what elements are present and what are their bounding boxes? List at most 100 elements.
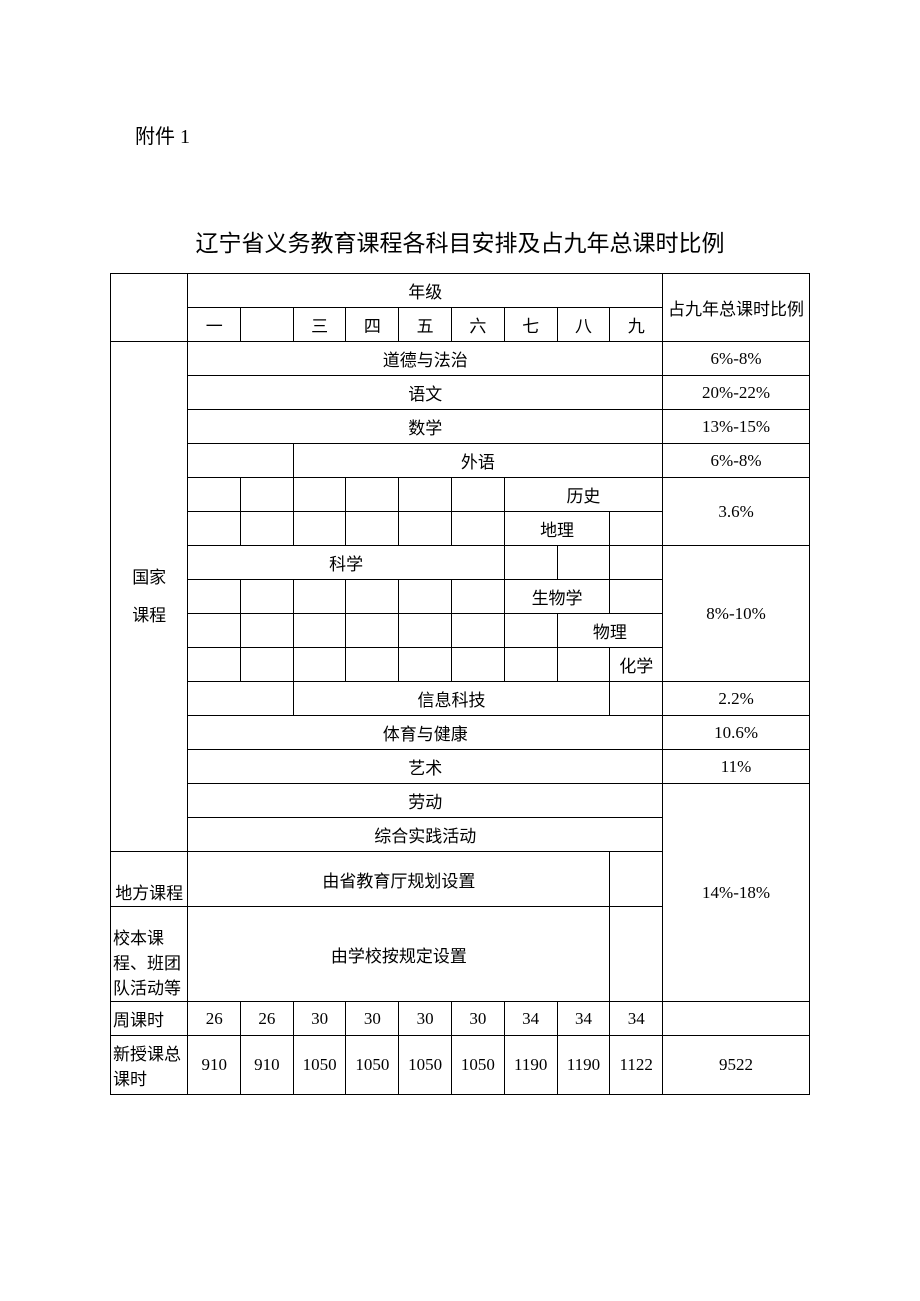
weekly-4: 30: [346, 1002, 399, 1036]
subject-foreign: 外语: [293, 444, 662, 478]
chem-b2: [241, 648, 294, 682]
geo-b3: [293, 512, 346, 546]
subject-morals: 道德与法治: [188, 342, 663, 376]
total-label: 新授课总课时: [111, 1036, 188, 1095]
total-6: 1050: [452, 1036, 505, 1095]
ratio-foreign: 6%-8%: [663, 444, 810, 478]
national-category: 国家课程: [111, 342, 188, 852]
phy-b4: [346, 614, 399, 648]
subject-geography: 地理: [504, 512, 610, 546]
phy-b6: [452, 614, 505, 648]
row-chinese: 语文 20%-22%: [111, 376, 810, 410]
hist-b3: [293, 478, 346, 512]
sci-b9: [610, 546, 663, 580]
row-art: 艺术 11%: [111, 750, 810, 784]
weekly-5: 30: [399, 1002, 452, 1036]
subject-science: 科学: [188, 546, 504, 580]
grade-7: 七: [504, 308, 557, 342]
ratio-morals: 6%-8%: [663, 342, 810, 376]
phy-b5: [399, 614, 452, 648]
header-blank: [111, 274, 188, 342]
ratio-chinese: 20%-22%: [663, 376, 810, 410]
row-history: 历史 3.6%: [111, 478, 810, 512]
grade-5: 五: [399, 308, 452, 342]
national-category-label: 国家课程: [113, 559, 185, 634]
subject-chinese: 语文: [188, 376, 663, 410]
grade-3: 三: [293, 308, 346, 342]
subject-labor: 劳动: [188, 784, 663, 818]
ratio-other: 14%-18%: [663, 784, 810, 1002]
total-7: 1190: [504, 1036, 557, 1095]
school-category: 校本课程、班团队活动等: [111, 907, 188, 1002]
bio-b1: [188, 580, 241, 614]
weekly-9: 34: [610, 1002, 663, 1036]
geo-b9: [610, 512, 663, 546]
hist-b4: [346, 478, 399, 512]
subject-math: 数学: [188, 410, 663, 444]
subject-chemistry: 化学: [610, 648, 663, 682]
chem-b8: [557, 648, 610, 682]
subject-it: 信息科技: [293, 682, 610, 716]
grade-8: 八: [557, 308, 610, 342]
chem-b7: [504, 648, 557, 682]
school-plan-text: 由学校按规定设置: [188, 907, 610, 1002]
total-9: 1122: [610, 1036, 663, 1095]
ratio-math: 13%-15%: [663, 410, 810, 444]
ratio-it: 2.2%: [663, 682, 810, 716]
row-morals: 国家课程 道德与法治 6%-8%: [111, 342, 810, 376]
local-category: 地方课程: [111, 852, 188, 907]
local-plan-text: 由省教育厅规划设置: [188, 852, 610, 907]
hist-b6: [452, 478, 505, 512]
ratio-art: 11%: [663, 750, 810, 784]
hist-b5: [399, 478, 452, 512]
weekly-2: 26: [241, 1002, 294, 1036]
total-3: 1050: [293, 1036, 346, 1095]
it-blank-right: [610, 682, 663, 716]
geo-b6: [452, 512, 505, 546]
chem-b6: [452, 648, 505, 682]
total-1: 910: [188, 1036, 241, 1095]
ratio-history-geo: 3.6%: [663, 478, 810, 546]
subject-biology: 生物学: [504, 580, 610, 614]
chem-b3: [293, 648, 346, 682]
row-labor: 劳动 14%-18%: [111, 784, 810, 818]
phy-b2: [241, 614, 294, 648]
grade-6: 六: [452, 308, 505, 342]
subject-practice: 综合实践活动: [188, 818, 663, 852]
ratio-pe: 10.6%: [663, 716, 810, 750]
total-5: 1050: [399, 1036, 452, 1095]
subject-art: 艺术: [188, 750, 663, 784]
phy-b7: [504, 614, 557, 648]
bio-b4: [346, 580, 399, 614]
bio-b2: [241, 580, 294, 614]
phy-b1: [188, 614, 241, 648]
weekly-8: 34: [557, 1002, 610, 1036]
school-b9: [610, 907, 663, 1002]
hist-b1: [188, 478, 241, 512]
it-blank-left: [188, 682, 293, 716]
bio-b5: [399, 580, 452, 614]
row-it: 信息科技 2.2%: [111, 682, 810, 716]
ratio-header: 占九年总课时比例: [663, 274, 810, 342]
grade-2: [241, 308, 294, 342]
ratio-science-group: 8%-10%: [663, 546, 810, 682]
local-b9: [610, 852, 663, 907]
weekly-3: 30: [293, 1002, 346, 1036]
sci-b8: [557, 546, 610, 580]
row-pe: 体育与健康 10.6%: [111, 716, 810, 750]
foreign-blank: [188, 444, 293, 478]
phy-b3: [293, 614, 346, 648]
weekly-7: 34: [504, 1002, 557, 1036]
bio-b3: [293, 580, 346, 614]
subject-pe: 体育与健康: [188, 716, 663, 750]
subject-history: 历史: [504, 478, 662, 512]
curriculum-table: 年级 占九年总课时比例 一 三 四 五 六 七 八 九 国家课程 道德与法治 6…: [110, 273, 810, 1095]
chem-b5: [399, 648, 452, 682]
weekly-1: 26: [188, 1002, 241, 1036]
weekly-total-blank: [663, 1002, 810, 1036]
header-row-1: 年级 占九年总课时比例: [111, 274, 810, 308]
grade-9: 九: [610, 308, 663, 342]
chem-b4: [346, 648, 399, 682]
chem-b1: [188, 648, 241, 682]
attachment-label: 附件 1: [110, 120, 810, 149]
